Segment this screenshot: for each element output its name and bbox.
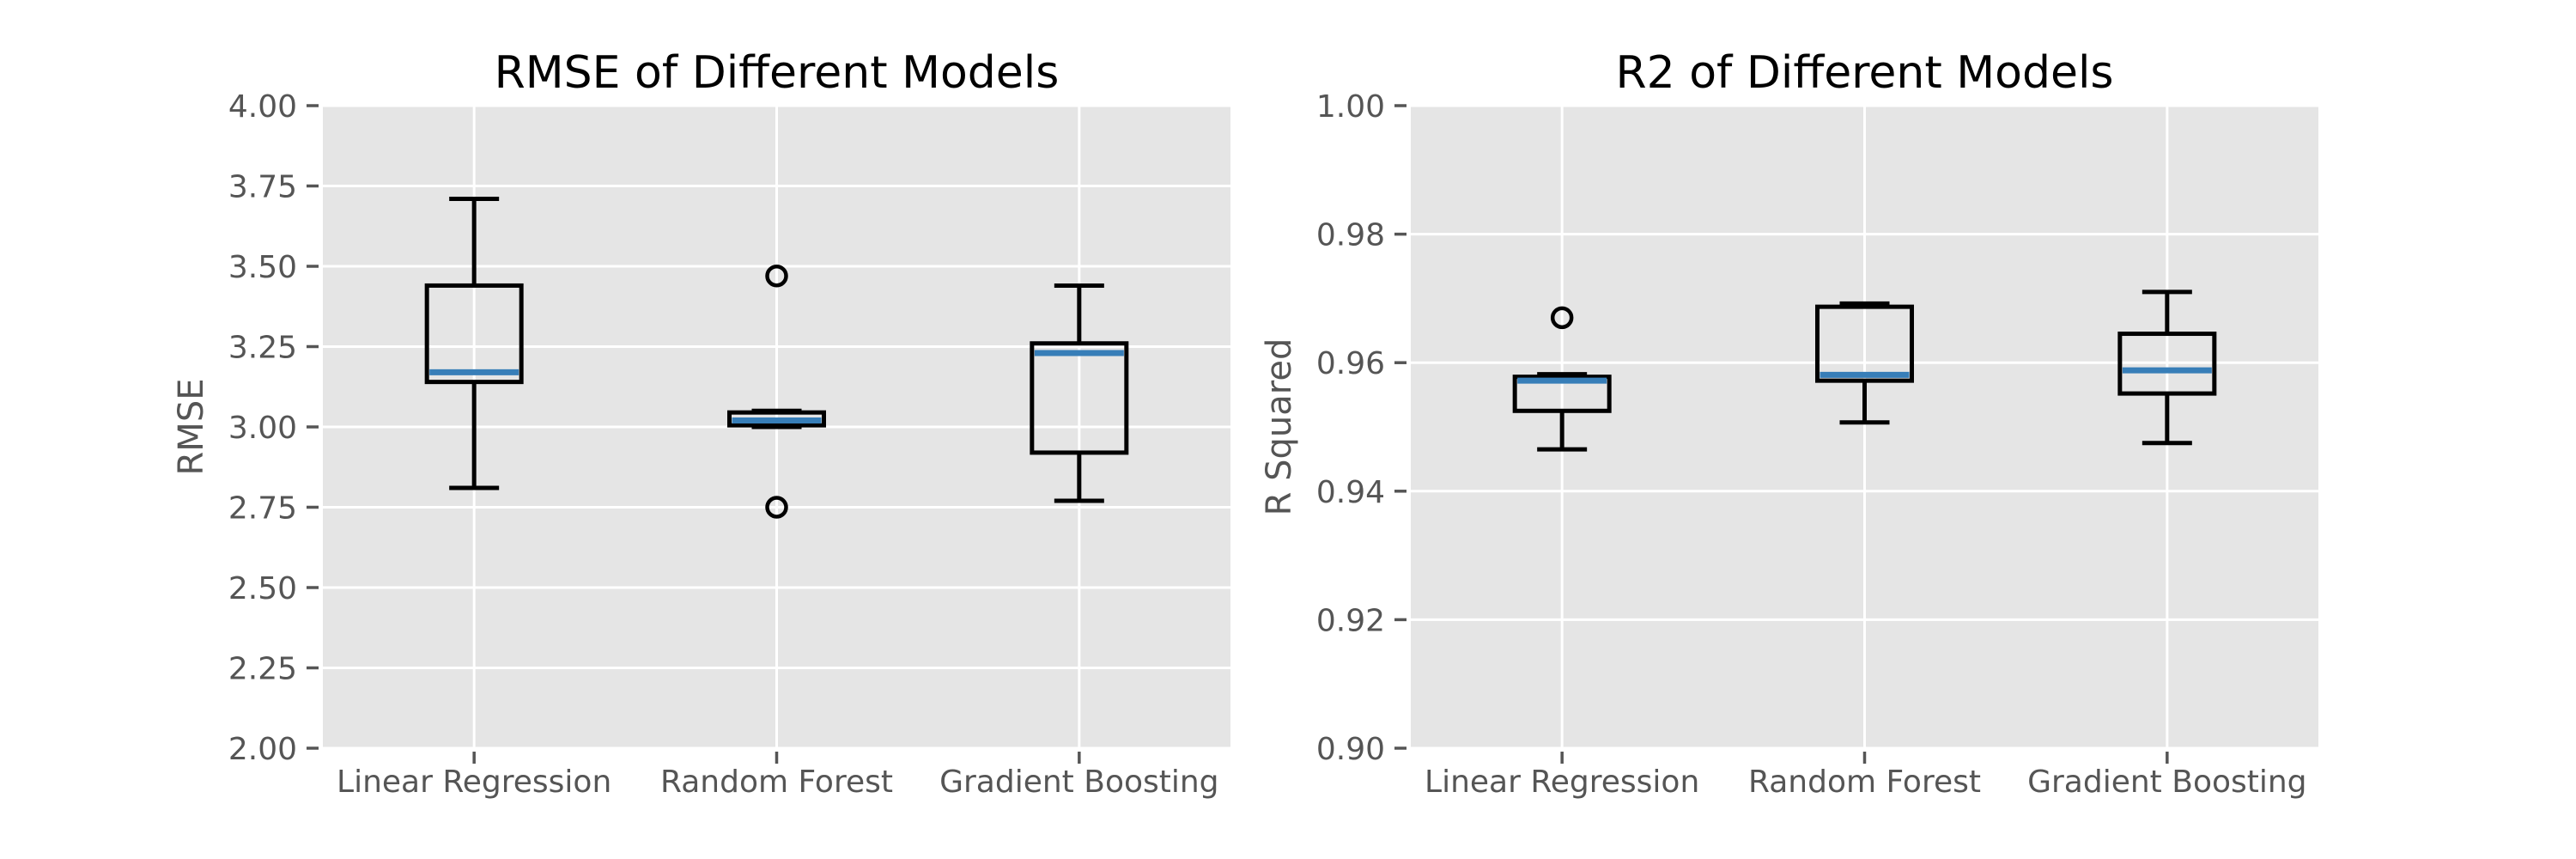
y-tick-label: 0.94 <box>1316 475 1385 510</box>
x-category-label: Random Forest <box>1748 765 1981 800</box>
x-category-label: Gradient Boosting <box>939 765 1218 800</box>
boxplot-linear-regression <box>424 196 524 490</box>
x-category-label: Random Forest <box>660 765 893 800</box>
y-tick-label: 0.96 <box>1316 346 1385 381</box>
r2-plot: 0.90 0.92 0.94 0.96 0.98 1.00 Linear Regressio… <box>1260 47 2318 800</box>
x-category-label: Gradient Boosting <box>2027 765 2306 800</box>
boxplot-linear-regression <box>1512 306 1612 452</box>
outlier-point <box>765 496 788 519</box>
y-tick-label: 2.75 <box>228 491 297 527</box>
boxplot-random-forest <box>1815 301 1914 425</box>
iqr-box <box>1030 341 1129 455</box>
outlier-point <box>1550 306 1574 330</box>
y-tick-label: 2.00 <box>228 732 297 767</box>
y-tick-label: 4.00 <box>228 89 297 125</box>
boxplot-gradient-boosting <box>1030 283 1129 503</box>
iqr-box <box>2117 332 2217 396</box>
x-category-label: Linear Regression <box>337 765 611 800</box>
y-tick-label: 3.00 <box>228 411 297 446</box>
plot-title: RMSE of Different Models <box>495 47 1060 99</box>
y-tick-label: 2.50 <box>228 571 297 606</box>
iqr-box <box>727 410 826 428</box>
y-tick-label: 2.25 <box>228 652 297 687</box>
y-axis-label: RMSE <box>172 379 211 476</box>
y-tick-label: 0.92 <box>1316 603 1385 638</box>
boxplot-gradient-boosting <box>2117 289 2217 446</box>
outlier-point <box>765 264 788 288</box>
rmse-plot: 2.00 2.25 2.50 2.75 3.00 3.25 3.50 3.75 4.00 Line… <box>172 47 1230 800</box>
y-axis-label: R Squared <box>1260 338 1299 516</box>
iqr-box <box>1512 375 1612 413</box>
y-tick-label: 3.50 <box>228 250 297 285</box>
y-tick-label: 3.25 <box>228 331 297 366</box>
y-tick-label: 0.98 <box>1316 218 1385 253</box>
y-tick-label: 0.90 <box>1316 732 1385 767</box>
x-category-label: Linear Regression <box>1425 765 1699 800</box>
boxplot-random-forest <box>727 264 826 519</box>
iqr-box <box>1815 304 1914 383</box>
iqr-box <box>424 283 524 385</box>
plot-title: R2 of Different Models <box>1615 47 2113 99</box>
y-tick-label: 3.75 <box>228 170 297 205</box>
y-tick-label: 1.00 <box>1316 89 1385 125</box>
